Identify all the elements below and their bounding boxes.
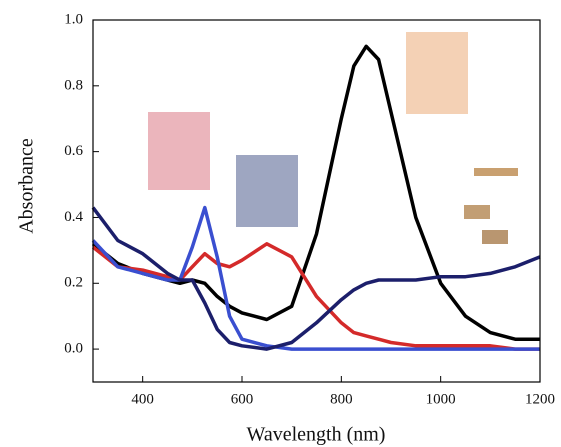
chart: Wavelength (nm) Absorbance 0.0 0.2 0.4 0.6 0… [0,0,561,447]
inset-photo [236,155,298,227]
y-tick-label: 0.0 [64,341,83,357]
plot-frame [93,20,540,382]
inset-photo [464,205,490,219]
y-tick-label: 0.4 [64,209,83,225]
y-tick-label: 0.2 [64,275,83,291]
x-tick-label: 800 [330,391,353,407]
x-tick-label: 1200 [525,391,555,407]
x-tick-label: 400 [131,391,154,407]
series-line [93,244,540,349]
y-axis-title: Absorbance [16,138,38,234]
x-tick-label: 1000 [426,391,456,407]
x-tick-label: 600 [231,391,254,407]
y-tick-label: 1.0 [64,11,83,27]
inset-photo [148,112,210,190]
y-tick-label: 0.6 [64,143,83,159]
inset-photo [482,230,508,244]
inset-photo [474,168,518,176]
x-axis-title: Wavelength (nm) [247,424,386,446]
inset-photo [406,32,468,114]
y-tick-label: 0.8 [64,77,83,93]
